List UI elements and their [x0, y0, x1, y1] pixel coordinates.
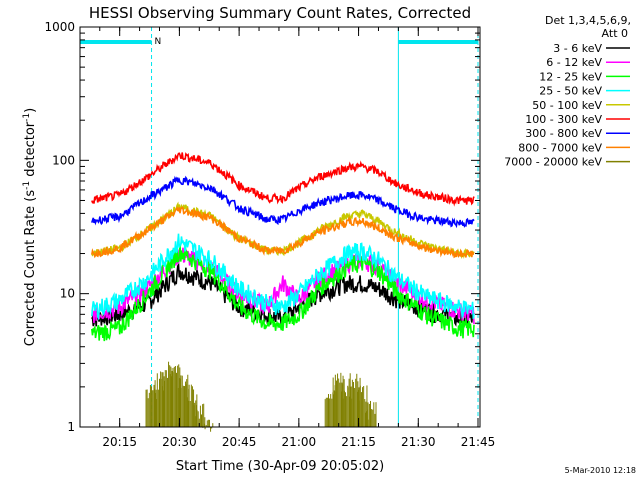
series-300-800-kev-line [91, 175, 475, 229]
x-tick-label: 20:15 [102, 435, 137, 449]
legend-label-12-25-kev: 12 - 25 keV [539, 70, 602, 83]
x-tick-label: 20:30 [162, 435, 197, 449]
legend-label-50-100-kev: 50 - 100 keV [532, 99, 602, 112]
plot-frame [79, 26, 481, 428]
x-tick-label: 21:00 [282, 435, 317, 449]
legend-label-800-7000-kev: 800 - 7000 keV [518, 141, 602, 154]
legend-label-25-50-kev: 25 - 50 keV [539, 85, 602, 98]
chart-title: HESSI Observing Summary Count Rates, Cor… [89, 4, 471, 22]
y-axis-label: Corrected Count Rate (s-1 detector-1) [22, 108, 38, 346]
x-tick-label: 21:15 [341, 435, 376, 449]
series-800-7000-kev-line [91, 206, 475, 259]
series-12-25-kev-line [91, 243, 475, 342]
night-marker-label: N [155, 37, 162, 47]
x-axis-label: Start Time (30-Apr-09 20:05:02) [176, 459, 384, 474]
footer-timestamp: 5-Mar-2010 12:18 [565, 466, 636, 475]
y-tick-label: 1 [67, 420, 75, 434]
legend-label-7000-20000-kev: 7000 - 20000 keV [504, 156, 602, 169]
legend-header-attenuator: Att 0 [602, 27, 628, 40]
series-25-50-kev-line [91, 233, 475, 321]
series-100-300-kev-line [91, 152, 475, 207]
x-tick-label: 21:45 [461, 435, 496, 449]
x-tick-label: 20:45 [222, 435, 257, 449]
legend-label-100-300-kev: 100 - 300 keV [525, 113, 602, 126]
legend-label-300-800-kev: 300 - 800 keV [525, 127, 602, 140]
y-tick-label: 100 [52, 153, 75, 167]
legend-header-detectors: Det 1,3,4,5,6,9, [545, 14, 631, 27]
legend-label-3-6-kev: 3 - 6 keV [553, 42, 602, 55]
x-tick-label: 21:30 [401, 435, 436, 449]
y-tick-label: 10 [60, 287, 75, 301]
plot-area: N 1 10 100 1000 20:15 20:30 20:45 21:00 21:15 21:3… [44, 20, 495, 449]
legend-label-6-12-kev: 6 - 12 keV [546, 56, 602, 69]
y-tick-label: 1000 [44, 20, 75, 34]
